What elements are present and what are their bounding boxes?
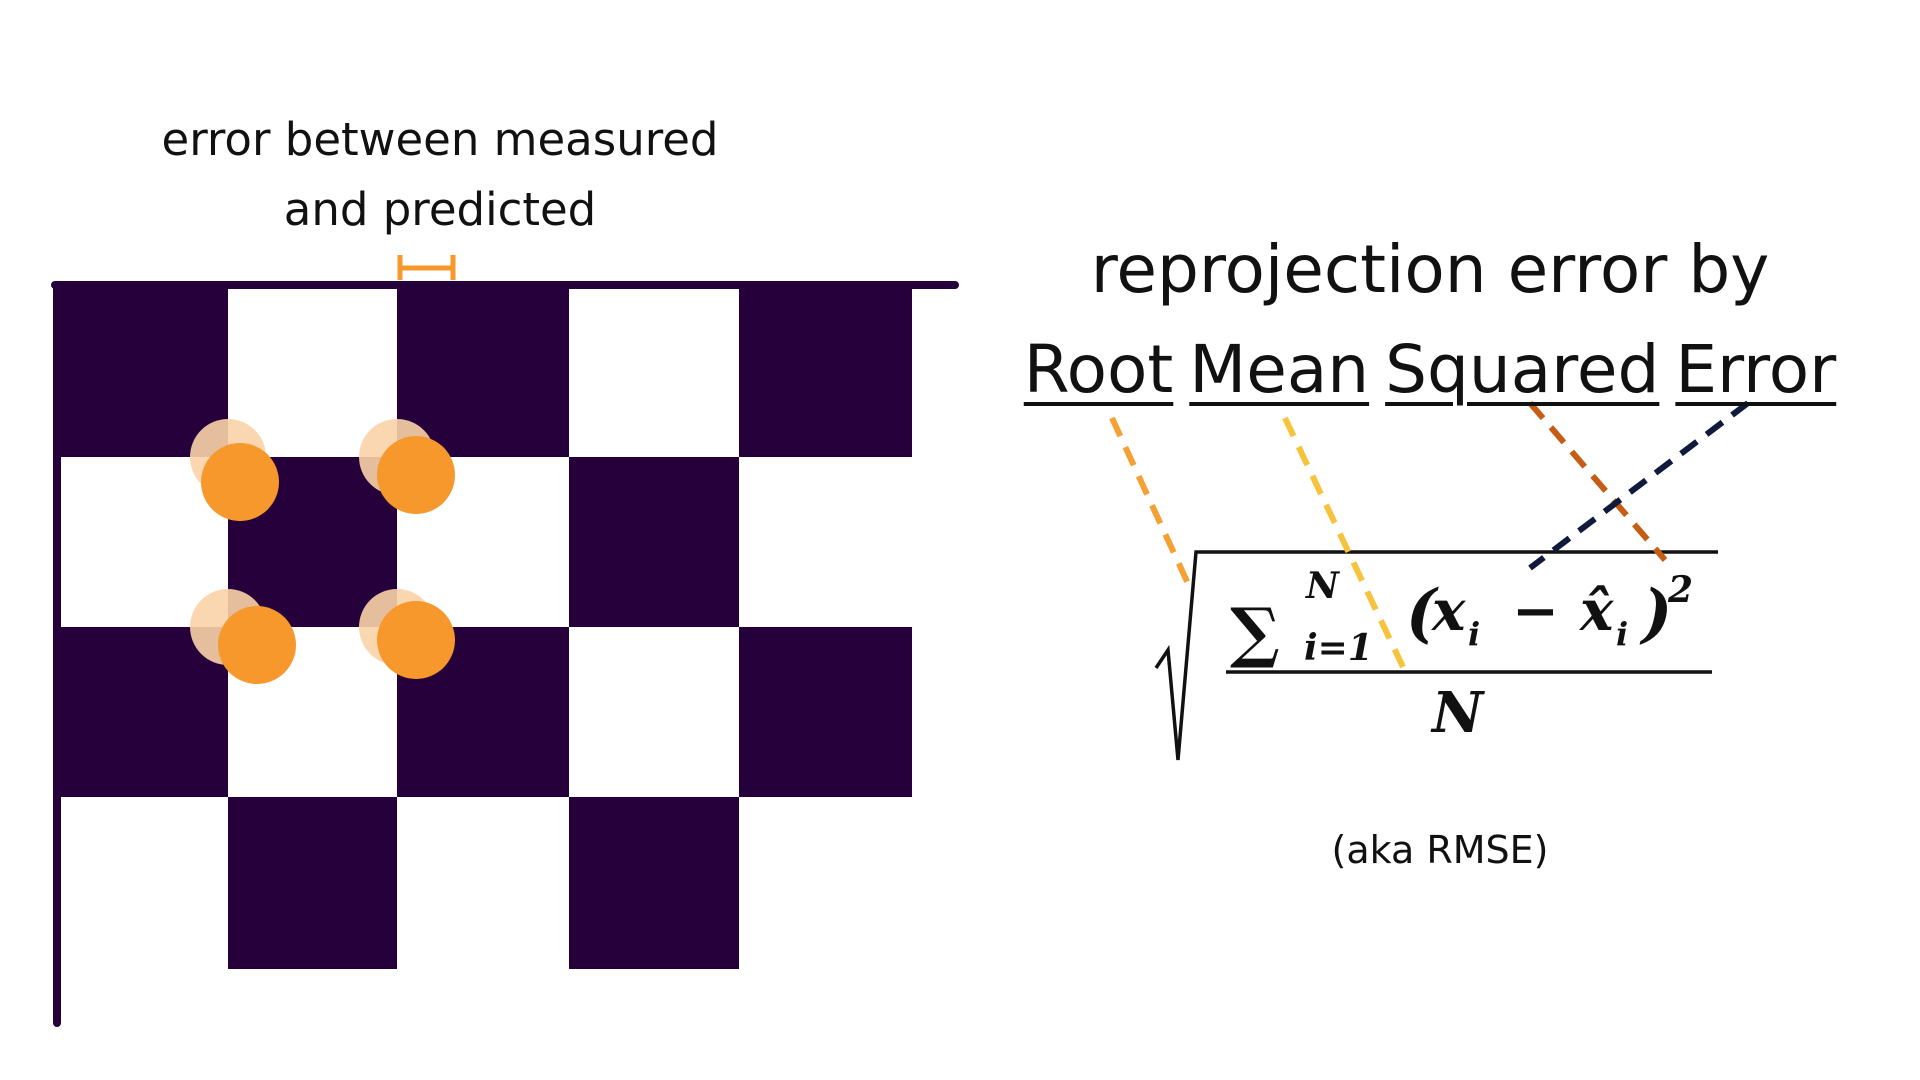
exponent: 2	[1667, 569, 1693, 611]
rmse-formula: ∑ N i=1 ( x i − x̂ i ) 2 N	[1154, 550, 1718, 761]
checker-square	[739, 627, 912, 797]
term-x: x	[1431, 578, 1466, 644]
denominator: N	[1430, 680, 1485, 746]
mean-connector	[1282, 416, 1406, 669]
rmse-title: reprojection error by Root Mean Squared Err…	[950, 225, 1910, 415]
checker-square	[397, 285, 569, 457]
title-word-squared: Squared	[1385, 331, 1660, 408]
error-caption: error between measured and predicted	[150, 105, 730, 245]
checker-square	[55, 627, 228, 797]
squared-connector	[1527, 401, 1668, 562]
predicted-point	[218, 606, 296, 684]
predicted-point	[377, 601, 455, 679]
root-connector	[1109, 416, 1193, 590]
close-paren: )	[1639, 576, 1672, 651]
sum-lower-limit: i=1	[1304, 627, 1373, 669]
sum-symbol: ∑	[1230, 593, 1280, 671]
title-line2: Root Mean Squared Error	[950, 325, 1910, 415]
error-connector	[1528, 400, 1750, 571]
error-caption-line1: error between measured	[161, 113, 719, 166]
term-xhat-subscript: i	[1616, 615, 1628, 653]
title-word-mean: Mean	[1189, 331, 1370, 408]
open-paren: (	[1406, 576, 1439, 651]
error-marker	[397, 255, 456, 280]
radical-sign	[1154, 550, 1718, 761]
error-caption-line2: and predicted	[283, 183, 597, 236]
term-x-subscript: i	[1468, 615, 1480, 653]
aka-rmse-label: (aka RMSE)	[1331, 828, 1549, 872]
checker-square	[55, 285, 228, 457]
minus-sign: −	[1512, 578, 1559, 644]
word-connectors	[1109, 400, 1750, 669]
title-word-root: Root	[1023, 331, 1174, 408]
checker-square	[739, 285, 912, 457]
predicted-point	[377, 436, 455, 514]
checkerboard	[55, 285, 912, 969]
predicted-point	[201, 443, 279, 521]
title-word-error: Error	[1675, 331, 1837, 408]
title-line1: reprojection error by	[1090, 231, 1770, 308]
sum-upper-limit: N	[1305, 565, 1341, 607]
corner-points	[190, 419, 455, 684]
checker-square	[569, 457, 739, 627]
term-xhat: x̂	[1579, 578, 1614, 644]
checker-square	[569, 797, 739, 969]
checker-square	[228, 797, 397, 969]
